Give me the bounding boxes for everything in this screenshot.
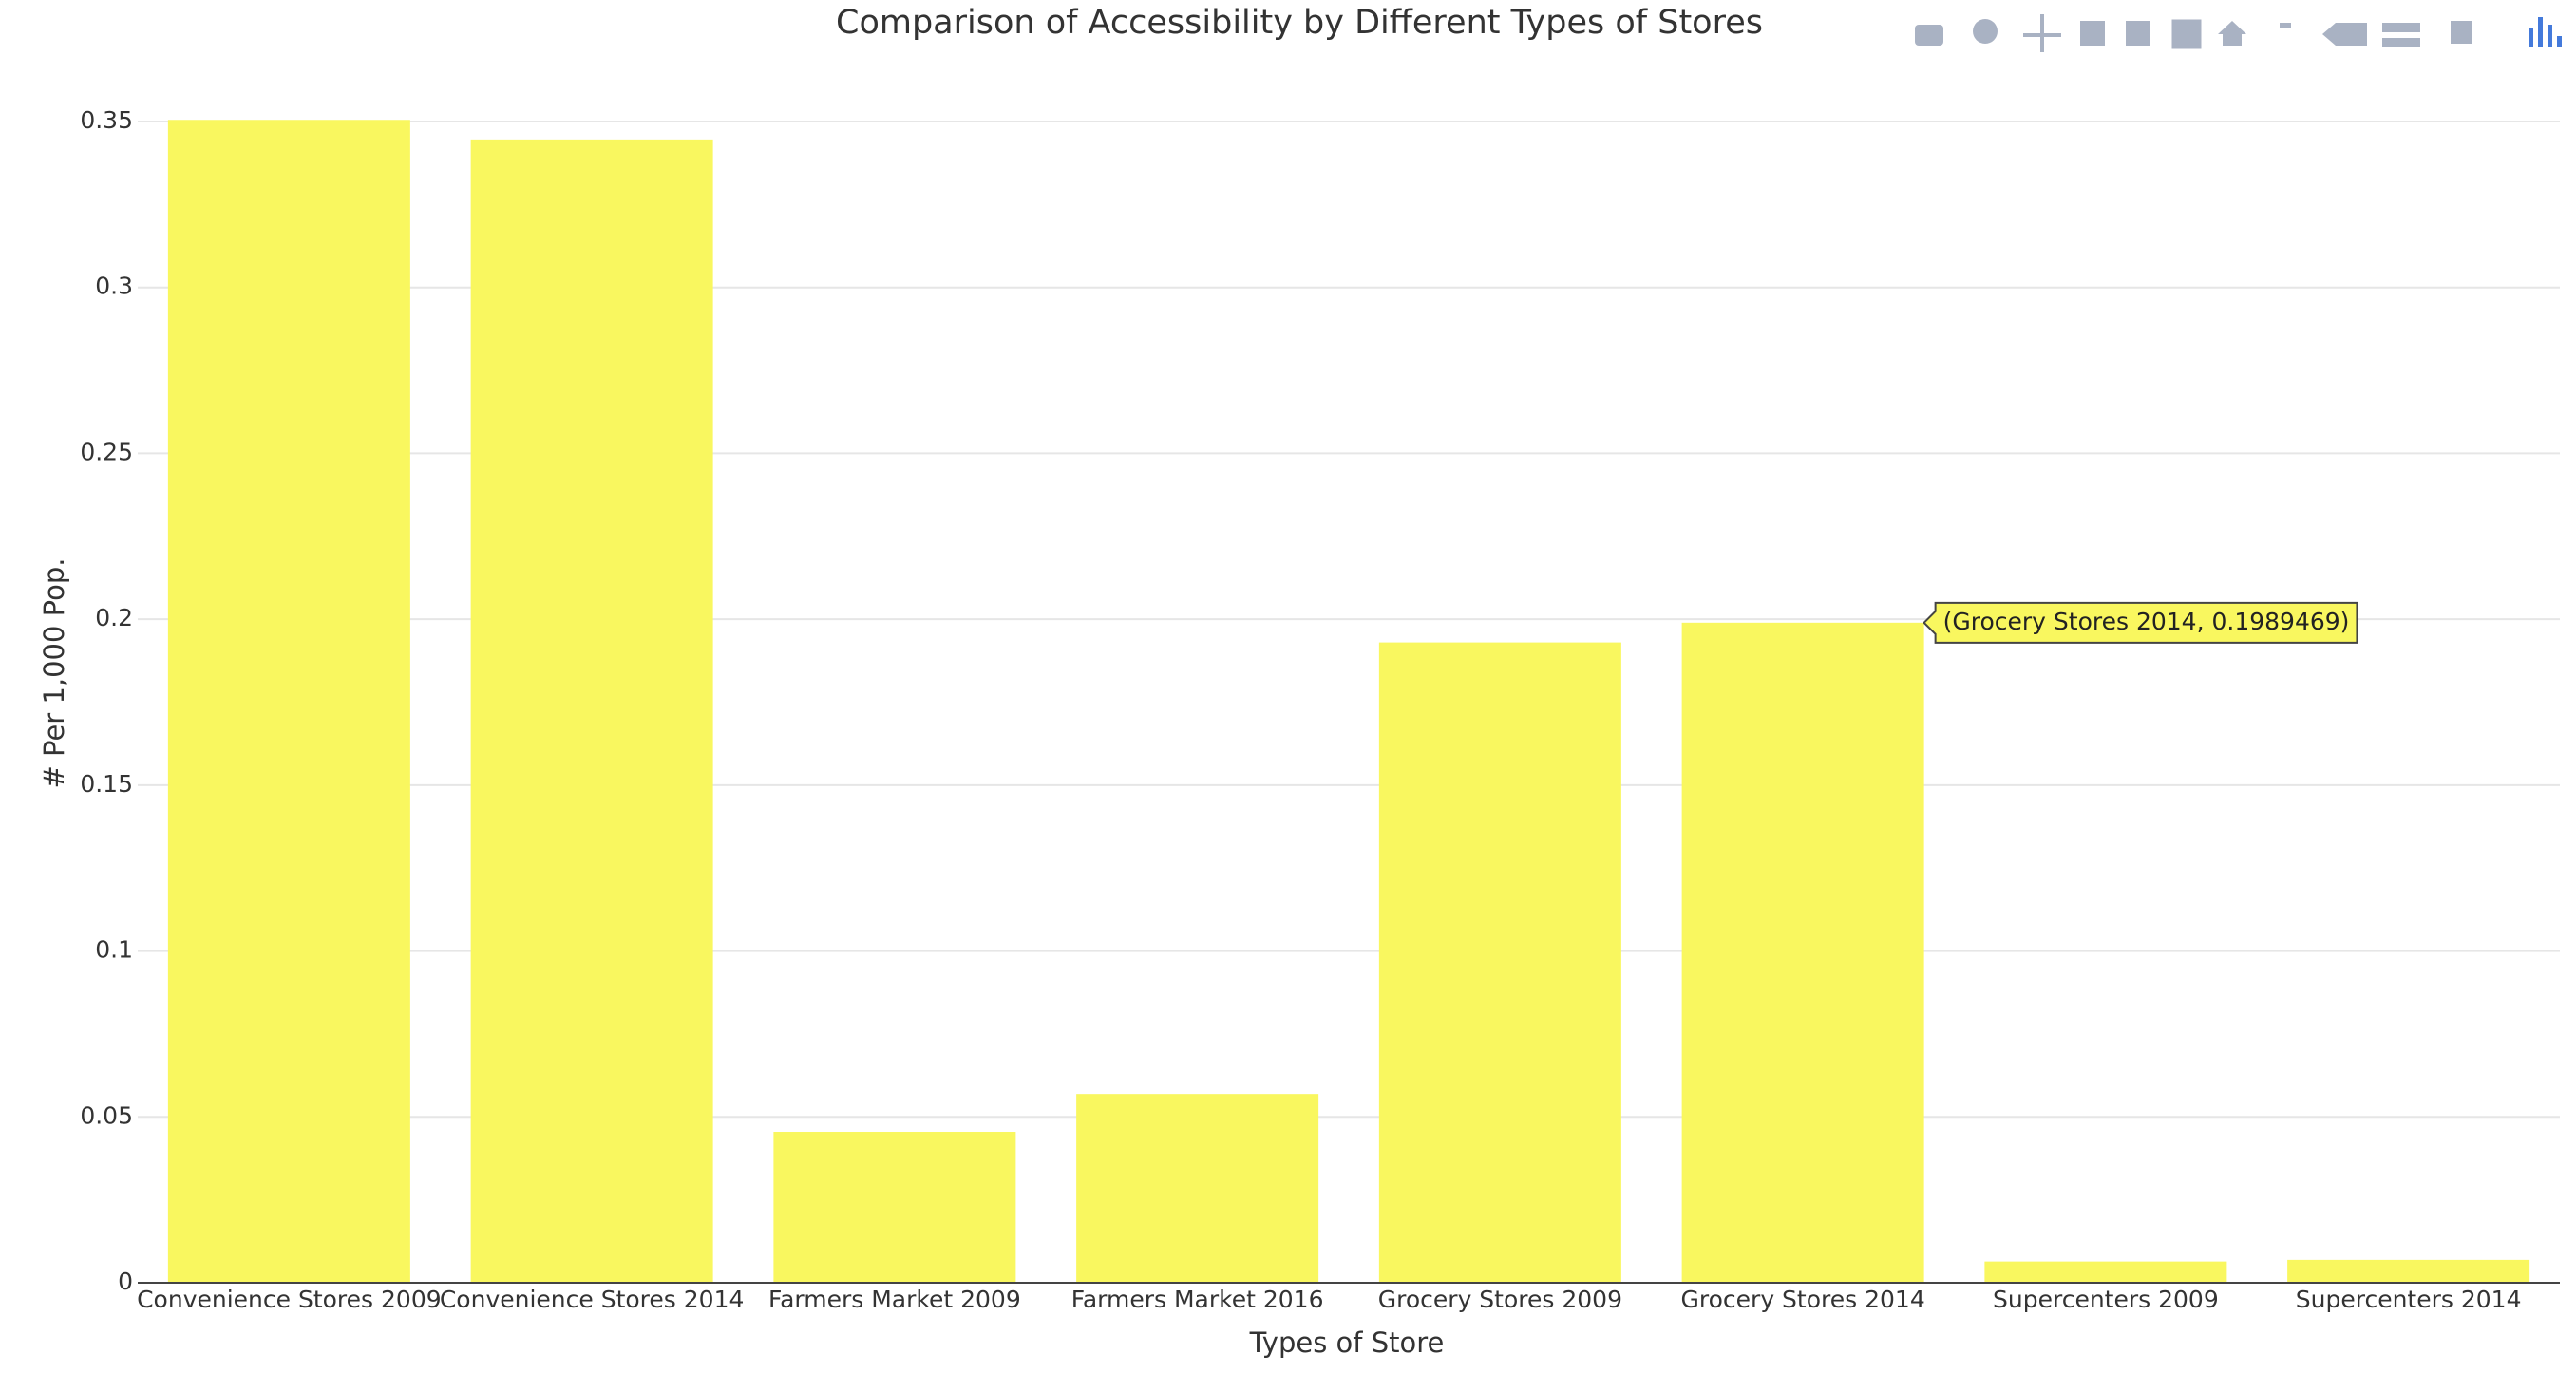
autoscale-icon[interactable] <box>2171 19 2202 49</box>
hover-compare-icon[interactable] <box>2382 23 2420 47</box>
y-tick-label: 0.3 <box>95 273 133 300</box>
y-axis-label: # Per 1,000 Pop. <box>38 557 70 788</box>
y-tick-label: 0.2 <box>95 604 133 631</box>
zoom-icon[interactable] <box>1973 19 1998 44</box>
x-axis-label: Types of Store <box>1249 1326 1445 1359</box>
x-tick-label: Supercenters 2014 <box>2296 1286 2522 1313</box>
x-tick-label: Grocery Stores 2014 <box>1681 1286 1925 1313</box>
tooltip: (Grocery Stores 2014, 0.1989469) <box>1923 601 2358 644</box>
x-tick-label: Grocery Stores 2009 <box>1378 1286 1622 1313</box>
x-tick-label: Convenience Stores 2009 <box>137 1286 442 1313</box>
y-tick-label: 0.25 <box>80 438 133 465</box>
toolbar <box>1915 14 2562 52</box>
bar <box>1378 642 1621 1283</box>
docs-icon[interactable] <box>2451 21 2472 44</box>
bar <box>470 139 713 1283</box>
x-tick-label: Farmers Market 2016 <box>1071 1286 1324 1313</box>
hover-closest-icon[interactable] <box>2322 23 2367 46</box>
pan-icon[interactable] <box>2023 14 2061 52</box>
bar <box>773 1132 1016 1283</box>
home-icon[interactable] <box>2218 21 2246 46</box>
zoom-in-icon[interactable] <box>2080 21 2105 46</box>
y-tick-label: 0.05 <box>80 1101 133 1129</box>
x-tick-label: Convenience Stores 2014 <box>440 1286 745 1313</box>
x-tick-label: Farmers Market 2009 <box>768 1286 1021 1313</box>
y-tick-label: 0.1 <box>95 936 133 964</box>
zoom-out-icon[interactable] <box>2126 21 2150 46</box>
tooltip-text: (Grocery Stores 2014, 0.1989469) <box>1943 608 2350 635</box>
bar <box>167 120 410 1284</box>
y-tick-label: 0.15 <box>80 770 133 798</box>
spike-icon[interactable] <box>2280 23 2291 28</box>
y-tick-label: 0 <box>118 1268 133 1295</box>
logo[interactable] <box>2529 17 2562 47</box>
tooltip-box <box>1923 601 2358 644</box>
bar <box>1076 1094 1319 1283</box>
camera-icon[interactable] <box>1915 25 1943 46</box>
y-tick-label: 0.35 <box>80 106 133 134</box>
bar <box>1984 1261 2227 1283</box>
x-tick-label: Supercenters 2009 <box>1993 1286 2219 1313</box>
bar <box>1681 622 1924 1283</box>
bar <box>2287 1259 2530 1283</box>
chart-title: Comparison of Accessibility by Different… <box>836 4 1763 42</box>
